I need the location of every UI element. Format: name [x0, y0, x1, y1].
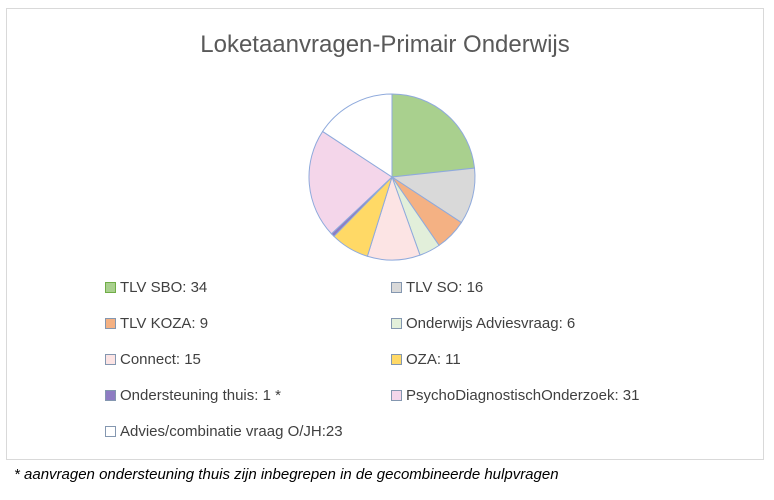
legend-swatch — [105, 426, 116, 437]
chart-title: Loketaanvragen-Primair Onderwijs — [200, 31, 570, 58]
legend-swatch — [105, 354, 116, 365]
legend-swatch — [391, 318, 402, 329]
pie-slice-7 — [308, 130, 393, 235]
footnote: * aanvragen ondersteuning thuis zijn inb… — [14, 466, 559, 483]
legend-item: TLV KOZA: 9 — [105, 315, 208, 332]
pie-slice-8 — [321, 93, 393, 178]
legend-label: TLV KOZA: 9 — [120, 315, 209, 332]
legend-swatch — [105, 318, 116, 329]
legend-swatch — [105, 282, 116, 293]
legend-swatch — [391, 390, 402, 401]
legend-item: PsychoDiagnostischOnderzoek: 31 — [391, 387, 639, 404]
chart-area: Loketaanvragen-Primair Onderwijs TLV SBO… — [6, 8, 764, 460]
legend-label: Advies/combinatie vraag O/JH:23 — [120, 423, 343, 440]
pie-slice-0 — [391, 93, 476, 178]
pie-chart — [308, 93, 476, 261]
legend-swatch — [391, 354, 402, 365]
legend-item: TLV SBO: 34 — [105, 279, 207, 296]
legend-label: TLV SBO: 34 — [120, 279, 208, 296]
legend-item: Onderwijs Adviesvraag: 6 — [391, 315, 575, 332]
legend-label: Onderwijs Adviesvraag: 6 — [406, 315, 576, 332]
legend-item: OZA: 11 — [391, 351, 461, 368]
legend-swatch — [105, 390, 116, 401]
legend-label: TLV SO: 16 — [406, 279, 484, 296]
legend-swatch — [391, 282, 402, 293]
legend-label: Connect: 15 — [120, 351, 201, 368]
legend-item: TLV SO: 16 — [391, 279, 483, 296]
legend-label: OZA: 11 — [406, 351, 461, 368]
legend-label: PsychoDiagnostischOnderzoek: 31 — [406, 387, 640, 404]
legend-item: Advies/combinatie vraag O/JH:23 — [105, 423, 343, 440]
legend-label: Ondersteuning thuis: 1 * — [120, 387, 281, 404]
legend-item: Connect: 15 — [105, 351, 201, 368]
legend-item: Ondersteuning thuis: 1 * — [105, 387, 281, 404]
